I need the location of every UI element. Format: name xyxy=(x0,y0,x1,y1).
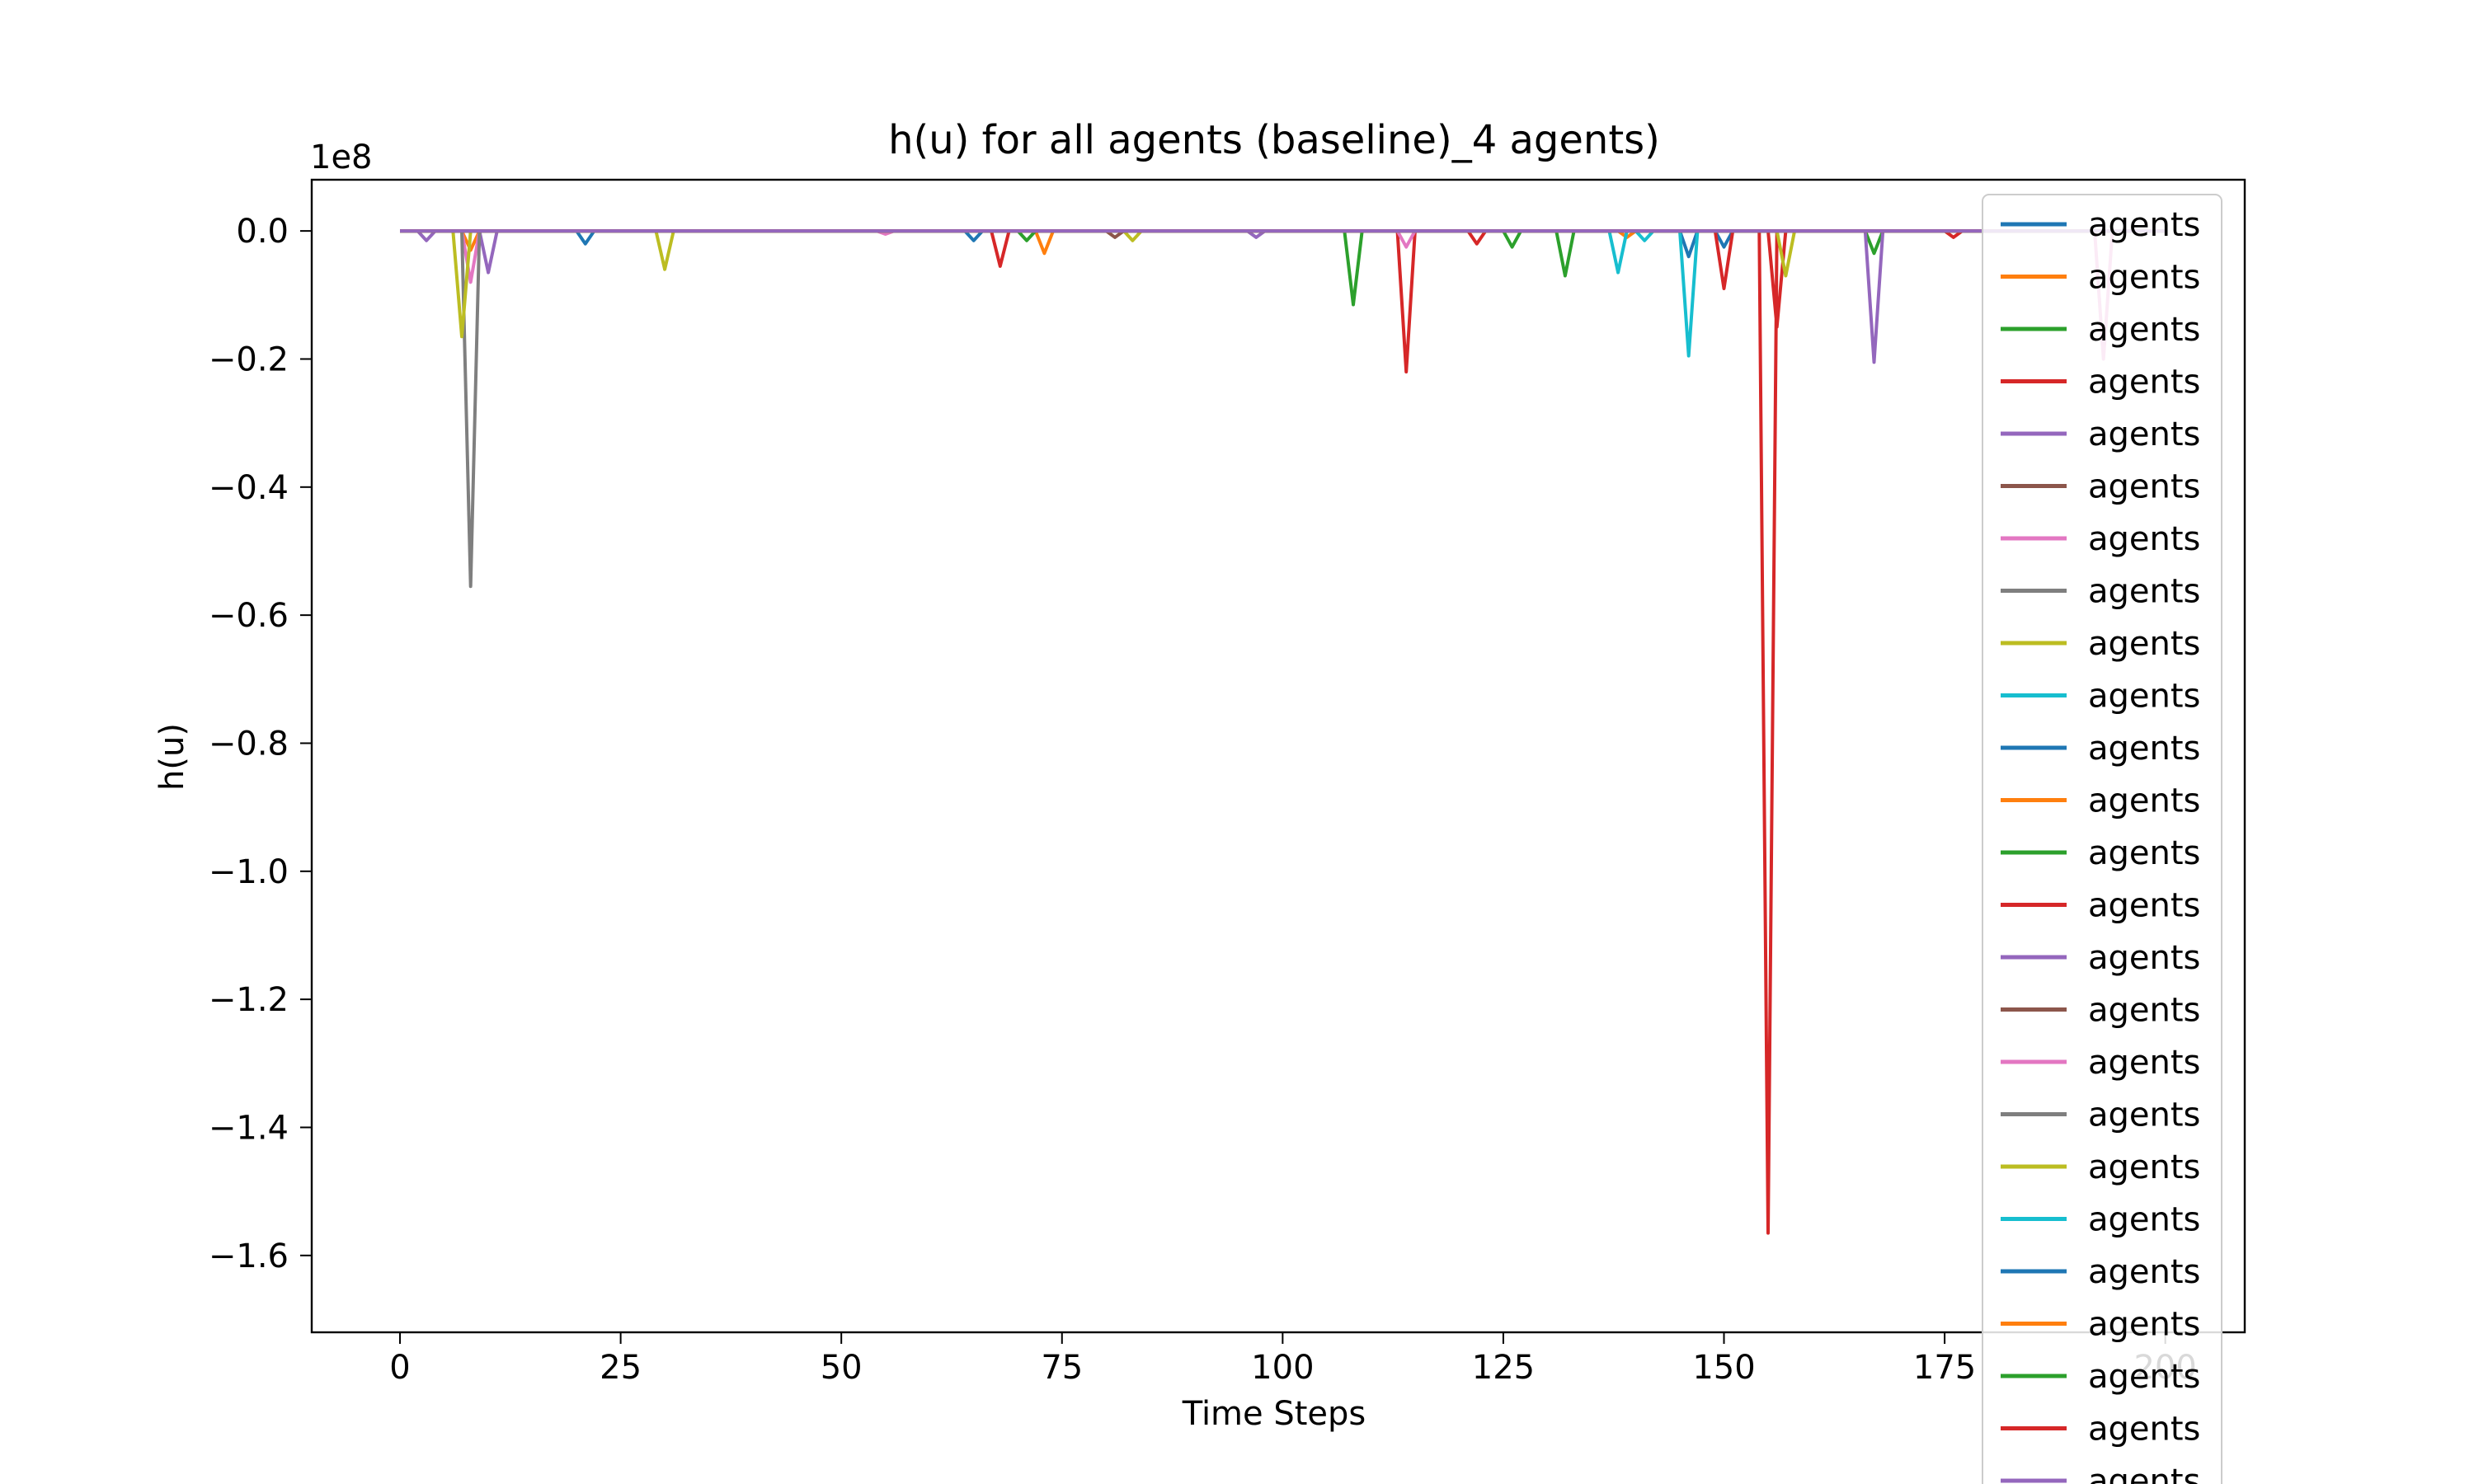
legend-label: agents xyxy=(2088,468,2200,506)
legend-label: agents xyxy=(2088,1306,2200,1344)
legend-label: agents xyxy=(2088,1097,2200,1134)
legend-label: agents xyxy=(2088,311,2200,349)
legend-label: agents xyxy=(2088,1358,2200,1396)
y-tick-label: −1.4 xyxy=(209,1109,289,1147)
x-tick-label: 0 xyxy=(389,1349,410,1387)
x-axis-label: Time Steps xyxy=(1182,1395,1366,1433)
legend-label: agents xyxy=(2088,887,2200,925)
y-tick-label: 0.0 xyxy=(236,213,289,251)
legend-label: agents xyxy=(2088,1201,2200,1239)
x-tick-label: 75 xyxy=(1041,1349,1083,1387)
x-tick-label: 50 xyxy=(821,1349,863,1387)
y-tick-label: −1.2 xyxy=(209,981,289,1019)
legend-label: agents xyxy=(2088,1463,2200,1484)
legend-label: agents xyxy=(2088,730,2200,768)
x-tick-label: 100 xyxy=(1251,1349,1314,1387)
series-line xyxy=(400,229,2166,307)
legend-label: agents xyxy=(2088,1411,2200,1449)
legend-label: agents xyxy=(2088,364,2200,402)
x-tick-label: 25 xyxy=(600,1349,642,1387)
y-tick-label: −0.6 xyxy=(209,597,289,635)
y-tick-label: −0.4 xyxy=(209,469,289,507)
plot-lines xyxy=(400,229,2166,1235)
legend-label: agents xyxy=(2088,992,2200,1030)
series-line xyxy=(400,229,2166,358)
x-tick-label: 150 xyxy=(1692,1349,1755,1387)
legend-label: agents xyxy=(2088,625,2200,663)
legend-label: agents xyxy=(2088,678,2200,716)
y-tick-label: −1.0 xyxy=(209,853,289,891)
y-tick-label: −0.2 xyxy=(209,340,289,378)
legend-label: agents xyxy=(2088,206,2200,244)
legend-label: agents xyxy=(2088,259,2200,297)
y-axis-label: h(u) xyxy=(153,723,191,791)
y-ticks: 0.0 −0.2 −0.4 −0.6 −0.8 −1.0 −1.2 −1.4 −1.6 xyxy=(209,213,312,1275)
legend-label: agents xyxy=(2088,1044,2200,1082)
legend-label: agents xyxy=(2088,573,2200,611)
x-tick-label: 175 xyxy=(1913,1349,1976,1387)
axes-frame xyxy=(310,178,2246,1334)
legend-label: agents xyxy=(2088,416,2200,453)
y-tick-label: −1.6 xyxy=(209,1237,289,1275)
legend-label: agents xyxy=(2088,1253,2200,1291)
legend: agents agents agents agents agents agents agen… xyxy=(1982,194,2222,1484)
y-offset-label: 1e8 xyxy=(310,139,373,176)
series-line xyxy=(400,229,2166,256)
y-tick-label: −0.8 xyxy=(209,725,289,763)
legend-box xyxy=(1982,194,2222,1484)
legend-label: agents xyxy=(2088,939,2200,977)
legend-label: agents xyxy=(2088,520,2200,558)
legend-label: agents xyxy=(2088,782,2200,820)
chart-title: h(u) for all agents (baseline)_4 agents) xyxy=(888,117,1660,163)
x-tick-label: 125 xyxy=(1472,1349,1535,1387)
legend-label: agents xyxy=(2088,834,2200,872)
legend-label: agents xyxy=(2088,1148,2200,1186)
